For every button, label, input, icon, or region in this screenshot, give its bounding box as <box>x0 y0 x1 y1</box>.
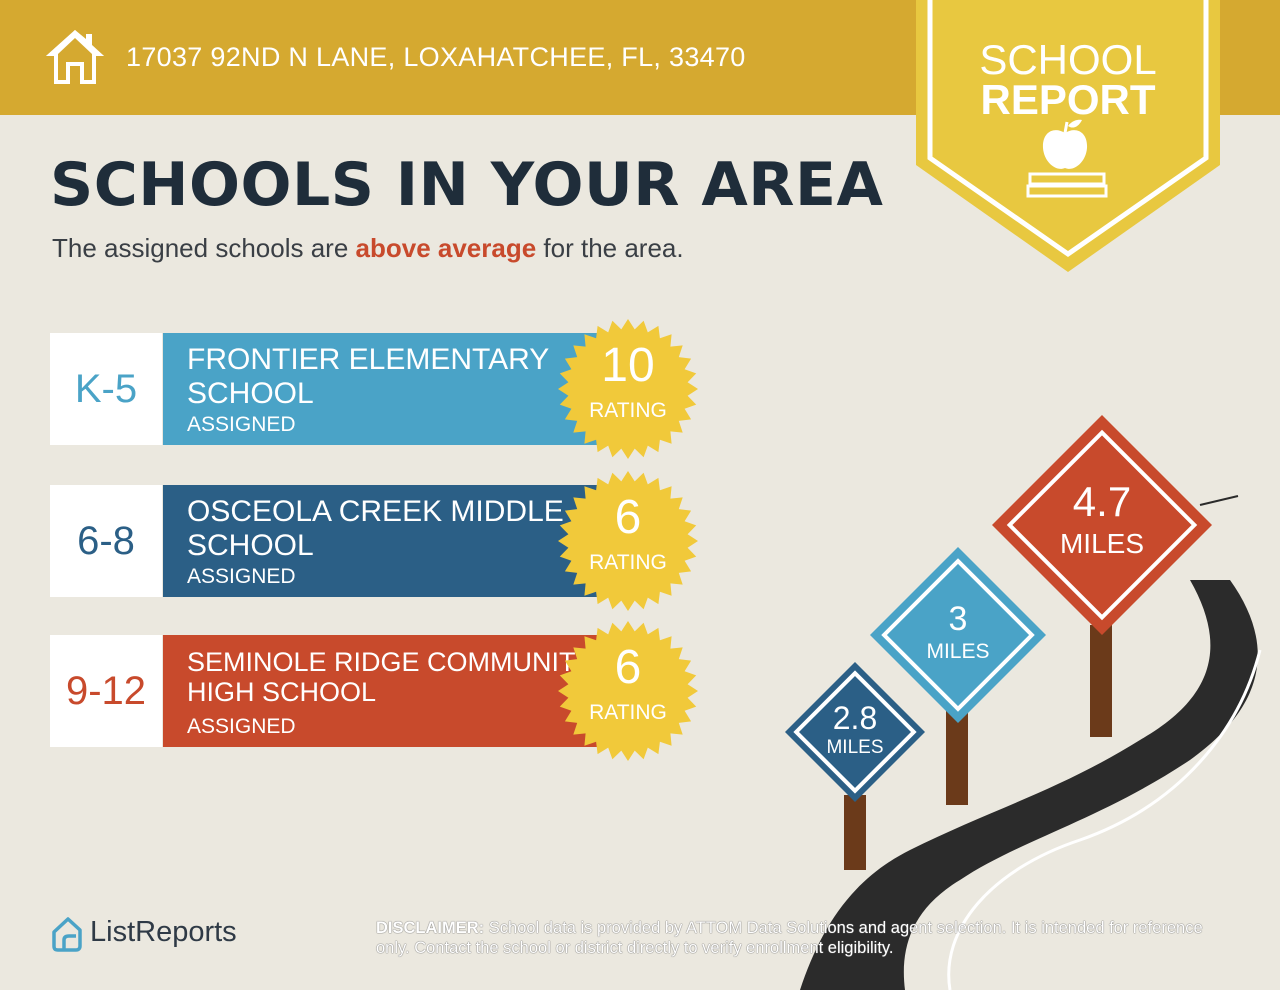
school-status: ASSIGNED <box>187 715 296 738</box>
apple-books-icon <box>1026 119 1108 198</box>
school-bar: OSCEOLA CREEK MIDDLE SCHOOL ASSIGNED <box>163 485 633 597</box>
home-icon <box>46 30 104 84</box>
rating-label: RATING <box>589 399 667 422</box>
grade-range: K-5 <box>50 333 162 445</box>
rating-value: 6 <box>614 641 642 694</box>
school-row: 6-8 OSCEOLA CREEK MIDDLE SCHOOL ASSIGNED… <box>50 471 698 611</box>
distance-value: 3 <box>948 600 968 638</box>
school-report-badge <box>916 0 1220 272</box>
rating-value: 10 <box>601 339 655 392</box>
distance-sign <box>992 415 1212 635</box>
distance-value: 2.8 <box>832 700 878 736</box>
rating-seal <box>558 471 698 611</box>
distance-unit: MILES <box>926 640 990 663</box>
distance-sign <box>870 547 1046 723</box>
school-bar: FRONTIER ELEMENTARY SCHOOL ASSIGNED <box>163 333 633 445</box>
listreports-logo-icon <box>52 917 82 952</box>
school-status: ASSIGNED <box>187 565 296 588</box>
school-name: OSCEOLA CREEK MIDDLE SCHOOL <box>187 495 564 562</box>
grade-range: 6-8 <box>50 485 162 597</box>
school-bar: SEMINOLE RIDGE COMMUNITY HIGH SCHOOL ASS… <box>163 635 633 747</box>
highlight-text: above average <box>355 233 537 263</box>
page-title: SCHOOLS IN YOUR AREA <box>50 150 884 220</box>
disclaimer: DISCLAIMER: School data is provided by A… <box>376 919 1203 957</box>
school-row: 9-12 SEMINOLE RIDGE COMMUNITY HIGH SCHOO… <box>50 621 698 761</box>
rating-label: RATING <box>589 701 667 724</box>
page-subtitle: The assigned schools are above average f… <box>52 233 684 263</box>
rating-seal <box>558 319 698 459</box>
school-name: FRONTIER ELEMENTARY SCHOOL <box>187 343 549 410</box>
road-illustration <box>785 415 1262 990</box>
brand-name: ListReports <box>90 916 237 948</box>
rating-value: 6 <box>614 491 642 544</box>
distance-value: 4.7 <box>1072 478 1132 525</box>
school-status: ASSIGNED <box>187 413 296 436</box>
school-name: SEMINOLE RIDGE COMMUNITY HIGH SCHOOL <box>187 647 594 707</box>
distance-sign <box>785 662 925 802</box>
grade-range: 9-12 <box>50 635 162 747</box>
badge-title-line2: REPORT <box>980 76 1156 123</box>
school-row: K-5 FRONTIER ELEMENTARY SCHOOL ASSIGNED … <box>50 319 698 459</box>
rating-seal <box>558 621 698 761</box>
property-address: 17037 92ND N LANE, LOXAHATCHEE, FL, 3347… <box>126 42 746 72</box>
distance-unit: MILES <box>826 737 884 758</box>
badge-title-line1: SCHOOL <box>979 36 1157 83</box>
distance-unit: MILES <box>1059 528 1145 559</box>
rating-label: RATING <box>589 551 667 574</box>
